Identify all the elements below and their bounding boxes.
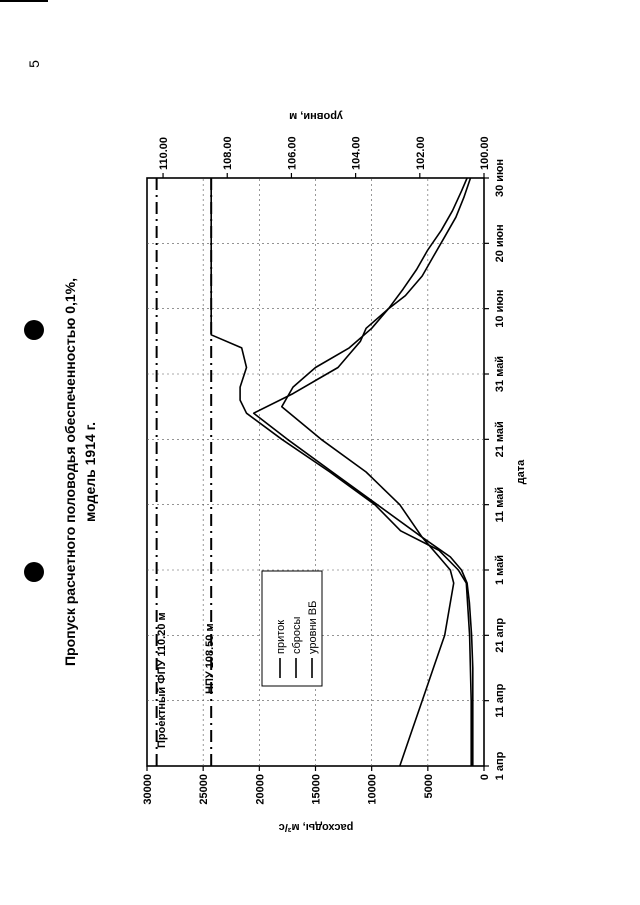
binder-hole-top (24, 320, 44, 340)
legend-box (261, 570, 323, 687)
fpu-label: Проектный ФПУ 110.20 м (156, 612, 168, 748)
discharge-line (281, 177, 468, 767)
left-y-axis-label: расходы, м³/с (279, 821, 354, 833)
x-axis-label: дата (515, 459, 527, 484)
right-y-tick-label: 100.00 (479, 136, 491, 170)
x-tick-label: 1 апр (494, 751, 506, 780)
left-y-tick-label: 20000 (254, 774, 266, 805)
series-layer (210, 177, 474, 767)
legend-item-discharge: сбросы (291, 616, 303, 654)
x-tick-label: 10 июн (494, 290, 506, 328)
right-y-axis-ticks: 100.00 102.00 104.00 106.00 108.00 110.00 (158, 136, 491, 178)
x-tick-label: 20 июн (494, 224, 506, 262)
inflow-line (252, 177, 474, 766)
chart-title: Пропуск расчетного половодья обеспеченно… (62, 278, 78, 666)
x-axis-ticks: 1 апр 11 апр 21 апр 1 май 11 май 21 май 31 май… (484, 159, 506, 780)
right-y-tick-label: 110.00 (158, 137, 170, 170)
left-y-tick-label: 30000 (142, 774, 154, 805)
left-y-tick-label: 25000 (198, 774, 210, 805)
right-y-tick-label: 106.00 (286, 136, 298, 170)
legend-item-inflow: приток (275, 620, 287, 654)
x-tick-label: 1 май (494, 555, 506, 585)
left-y-tick-label: 5000 (423, 774, 435, 798)
binder-hole-bottom (24, 562, 44, 582)
x-tick-label: 11 апр (494, 683, 506, 717)
x-tick-label: 31 май (494, 356, 506, 392)
chart-subtitle: модель 1914 г. (82, 422, 98, 522)
x-tick-label: 21 апр (494, 618, 506, 653)
right-y-tick-label: 104.00 (351, 136, 363, 170)
left-y-tick-label: 0 (479, 774, 491, 780)
page-edge-mark (0, 0, 48, 2)
right-y-axis-label: уровни, м (289, 110, 343, 122)
left-y-axis-ticks: 0 5000 10000 15000 20000 25000 30000 (142, 766, 491, 805)
legend-item-reservoir-level: уровни ВБ (307, 601, 319, 654)
x-tick-label: 21 май (494, 421, 506, 457)
npu-label: НПУ 108.50 м (204, 623, 216, 694)
gridlines (147, 178, 484, 766)
left-y-tick-label: 10000 (367, 774, 379, 805)
left-y-tick-label: 15000 (311, 774, 323, 805)
legend: приток сбросы уровни ВБ (261, 570, 323, 687)
right-y-tick-label: 102.00 (415, 136, 427, 170)
right-y-tick-label: 108.00 (222, 136, 234, 170)
x-tick-label: 30 июн (494, 159, 506, 197)
reservoir-level-line (210, 178, 473, 766)
x-tick-label: 11 май (494, 487, 506, 523)
